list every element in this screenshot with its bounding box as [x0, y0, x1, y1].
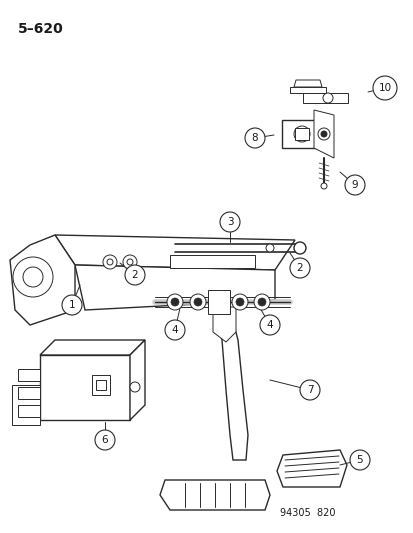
Polygon shape [40, 340, 145, 355]
Circle shape [322, 93, 332, 103]
Polygon shape [214, 312, 247, 460]
Circle shape [127, 259, 133, 265]
Circle shape [372, 76, 396, 100]
Circle shape [299, 380, 319, 400]
Polygon shape [313, 110, 333, 158]
Polygon shape [159, 480, 269, 510]
Text: 1: 1 [69, 300, 75, 310]
Circle shape [257, 298, 266, 306]
Text: 5–620: 5–620 [18, 22, 64, 36]
Polygon shape [289, 87, 325, 93]
Circle shape [317, 128, 329, 140]
Circle shape [266, 244, 273, 252]
Circle shape [349, 450, 369, 470]
Polygon shape [293, 80, 321, 87]
Circle shape [320, 183, 326, 189]
Text: 6: 6 [102, 435, 108, 445]
Text: 4: 4 [266, 320, 273, 330]
Circle shape [125, 265, 145, 285]
Text: 3: 3 [226, 217, 233, 227]
Circle shape [107, 259, 113, 265]
Circle shape [171, 298, 178, 306]
Circle shape [344, 175, 364, 195]
Circle shape [235, 298, 243, 306]
Text: 10: 10 [377, 83, 391, 93]
Text: 9: 9 [351, 180, 357, 190]
Polygon shape [130, 340, 145, 420]
Polygon shape [207, 290, 230, 314]
Circle shape [219, 212, 240, 232]
Polygon shape [18, 405, 40, 417]
Text: 8: 8 [251, 133, 258, 143]
Polygon shape [302, 93, 347, 103]
Polygon shape [10, 235, 75, 325]
Polygon shape [40, 355, 130, 420]
Circle shape [62, 295, 82, 315]
Circle shape [123, 255, 137, 269]
Circle shape [259, 315, 279, 335]
Circle shape [23, 267, 43, 287]
Polygon shape [75, 265, 274, 310]
Circle shape [194, 298, 202, 306]
Polygon shape [294, 128, 308, 140]
Circle shape [244, 128, 264, 148]
Circle shape [103, 255, 117, 269]
Text: 5: 5 [356, 455, 363, 465]
Polygon shape [18, 387, 40, 399]
Text: 2: 2 [296, 263, 303, 273]
Circle shape [190, 294, 206, 310]
Circle shape [320, 131, 326, 137]
Text: 4: 4 [171, 325, 178, 335]
Circle shape [231, 294, 247, 310]
Polygon shape [170, 255, 254, 268]
Polygon shape [212, 307, 235, 342]
Circle shape [254, 294, 269, 310]
Circle shape [165, 320, 185, 340]
Polygon shape [92, 375, 110, 395]
Circle shape [95, 430, 115, 450]
Text: 94305  820: 94305 820 [279, 508, 335, 518]
Polygon shape [12, 385, 40, 425]
Polygon shape [96, 380, 106, 390]
Text: 2: 2 [131, 270, 138, 280]
Polygon shape [281, 120, 321, 148]
Polygon shape [276, 450, 346, 487]
Circle shape [166, 294, 183, 310]
Text: 7: 7 [306, 385, 313, 395]
Circle shape [289, 258, 309, 278]
Circle shape [130, 382, 140, 392]
Polygon shape [18, 369, 40, 381]
Circle shape [13, 257, 53, 297]
Circle shape [293, 126, 309, 142]
Polygon shape [55, 235, 294, 270]
Circle shape [293, 242, 305, 254]
